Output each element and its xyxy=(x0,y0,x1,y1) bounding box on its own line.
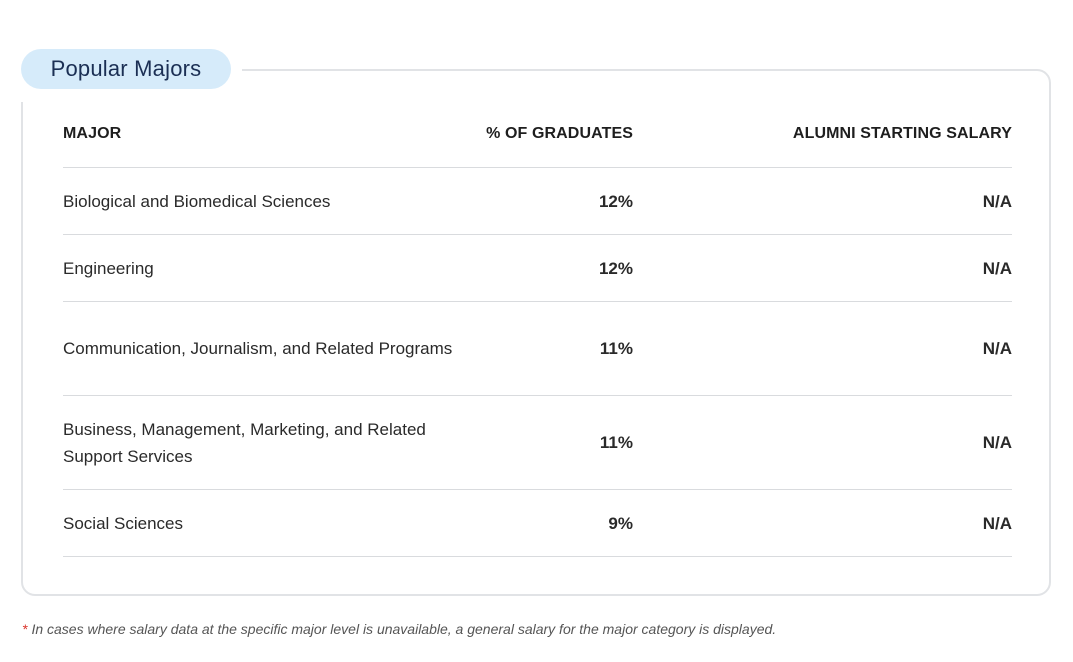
column-header-major: MAJOR xyxy=(63,100,463,168)
table-row: Communication, Journalism, and Related P… xyxy=(63,301,1012,396)
major-name: Social Sciences xyxy=(63,489,463,557)
percent-of-graduates: 11% xyxy=(463,395,633,490)
percent-of-graduates: 12% xyxy=(463,234,633,302)
major-name: Communication, Journalism, and Related P… xyxy=(63,301,463,396)
percent-of-graduates: 11% xyxy=(463,301,633,396)
table-row: Social Sciences 9% N/A xyxy=(63,489,1012,557)
table-row: Business, Management, Marketing, and Rel… xyxy=(63,395,1012,490)
table-row: Biological and Biomedical Sciences 12% N… xyxy=(63,167,1012,235)
table-header-row: MAJOR % OF GRADUATES ALUMNI STARTING SAL… xyxy=(63,100,1012,168)
percent-of-graduates: 9% xyxy=(463,489,633,557)
major-name: Business, Management, Marketing, and Rel… xyxy=(63,395,463,490)
section-title: Popular Majors xyxy=(21,49,231,89)
majors-table: MAJOR % OF GRADUATES ALUMNI STARTING SAL… xyxy=(63,100,1012,557)
percent-of-graduates: 12% xyxy=(463,167,633,235)
footnote-text: In cases where salary data at the specif… xyxy=(31,621,777,637)
starting-salary: N/A xyxy=(633,489,1012,557)
starting-salary: N/A xyxy=(633,301,1012,396)
column-header-percent: % OF GRADUATES xyxy=(463,100,633,168)
starting-salary: N/A xyxy=(633,167,1012,235)
major-name: Engineering xyxy=(63,234,463,302)
starting-salary: N/A xyxy=(633,395,1012,490)
column-header-salary: ALUMNI STARTING SALARY xyxy=(633,100,1012,168)
starting-salary: N/A xyxy=(633,234,1012,302)
major-name: Biological and Biomedical Sciences xyxy=(63,167,463,235)
salary-footnote: * In cases where salary data at the speci… xyxy=(22,621,776,637)
footnote-marker: * xyxy=(22,621,28,637)
table-row: Engineering 12% N/A xyxy=(63,234,1012,302)
